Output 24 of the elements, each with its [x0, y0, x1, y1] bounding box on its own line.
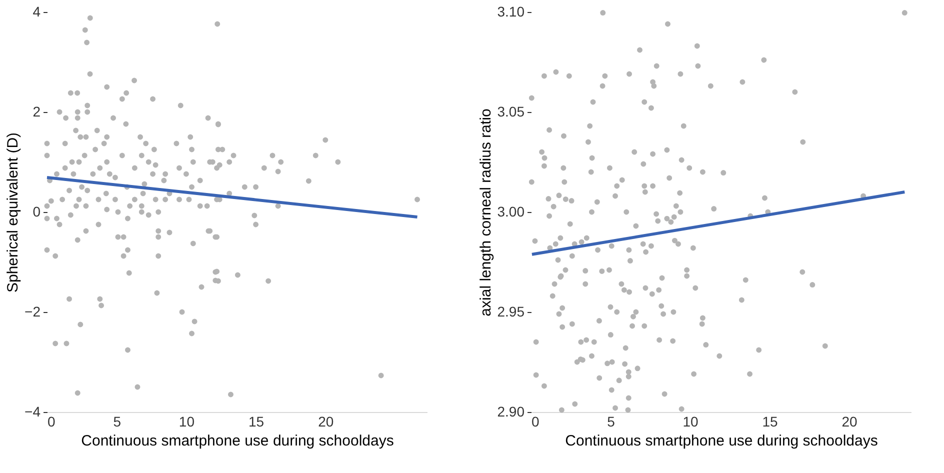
y-tick-label: 3.05 [497, 104, 525, 120]
y-tick-label: 3.10 [497, 4, 525, 20]
x-tick-label: 10 [682, 414, 698, 430]
y-tick-label: −2 [24, 304, 41, 320]
x-tick-label: 10 [178, 414, 195, 430]
x-tick-label: 15 [248, 414, 264, 430]
y-tick-label: 3.00 [497, 204, 525, 220]
y-tick-label: 2 [32, 104, 41, 120]
y-tick-label: 2.95 [497, 304, 525, 320]
x-tick-label: 20 [318, 414, 334, 430]
x-tick-label: 20 [842, 414, 858, 430]
x-axis-title: Continuous smartphone use during schooldays [565, 432, 878, 450]
x-tick-label: 0 [532, 414, 540, 430]
x-tick-label: 5 [607, 414, 616, 430]
x-tick-label: 0 [48, 414, 56, 430]
y-axis-title: Spherical equivalent (D) [4, 132, 22, 293]
y-tick-label: −4 [24, 404, 41, 420]
y-tick-label: 0 [32, 204, 41, 220]
y-tick-label: 4 [32, 4, 41, 20]
x-tick-label: 5 [113, 414, 122, 430]
x-axis-title: Continuous smartphone use during schooldays [81, 432, 394, 450]
x-tick-label: 15 [762, 414, 778, 430]
y-axis-title: axial length corneal radius ratio [477, 108, 494, 316]
y-tick-label: 2.90 [497, 404, 525, 420]
